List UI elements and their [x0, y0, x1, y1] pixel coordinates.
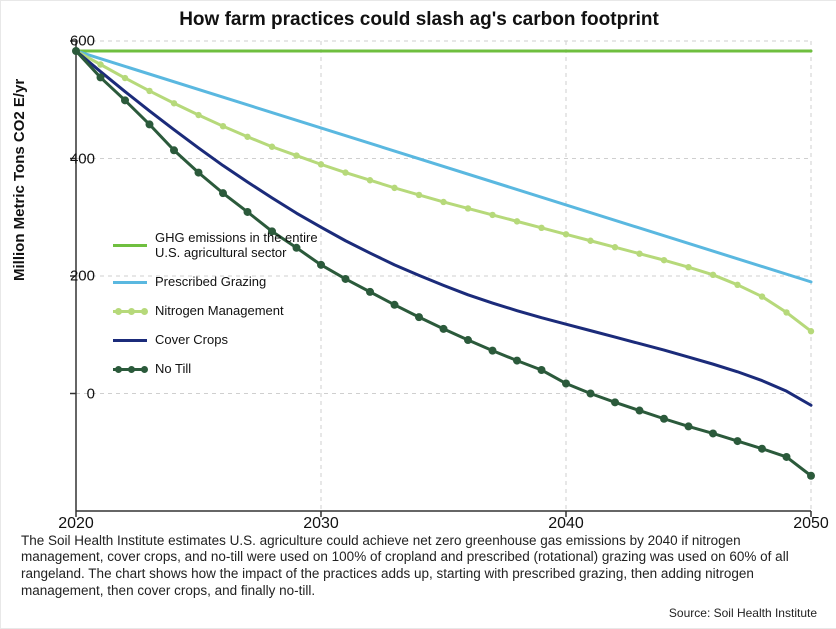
series-marker-no_till: [660, 415, 668, 423]
series-marker-no_till: [146, 120, 154, 128]
legend-label: Prescribed Grazing: [155, 275, 266, 290]
series-marker-no_till: [244, 208, 252, 216]
series-marker-nitrogen_mgmt: [195, 112, 201, 118]
legend-label: Nitrogen Management: [155, 304, 284, 319]
series-marker-nitrogen_mgmt: [587, 238, 593, 244]
series-marker-nitrogen_mgmt: [367, 177, 373, 183]
source-text: Source: Soil Health Institute: [669, 606, 817, 620]
caption-text: The Soil Health Institute estimates U.S.…: [21, 533, 817, 601]
legend-swatch-icon: [113, 310, 147, 313]
series-marker-no_till: [538, 366, 546, 374]
y-tick-label: 200: [55, 268, 95, 285]
legend-item-cover_crops: Cover Crops: [113, 333, 345, 348]
series-marker-no_till: [636, 407, 644, 415]
legend: GHG emissions in the entire U.S. agricul…: [113, 231, 345, 391]
legend-swatch-icon: [113, 281, 147, 284]
legend-label: No Till: [155, 362, 191, 377]
x-tick-label: 2020: [58, 515, 94, 533]
series-marker-nitrogen_mgmt: [563, 231, 569, 237]
series-marker-no_till: [807, 472, 815, 480]
legend-item-prescribed_grazing: Prescribed Grazing: [113, 275, 345, 290]
series-marker-no_till: [97, 73, 105, 81]
legend-item-nitrogen_mgmt: Nitrogen Management: [113, 304, 345, 319]
series-marker-nitrogen_mgmt: [808, 328, 814, 334]
series-marker-nitrogen_mgmt: [612, 244, 618, 250]
chart-title: How farm practices could slash ag's carb…: [1, 9, 836, 31]
legend-item-no_till: No Till: [113, 362, 345, 377]
series-marker-nitrogen_mgmt: [783, 309, 789, 315]
series-marker-no_till: [219, 189, 227, 197]
series-marker-nitrogen_mgmt: [734, 282, 740, 288]
legend-swatch-icon: [113, 244, 147, 247]
series-marker-no_till: [709, 429, 717, 437]
series-marker-no_till: [734, 437, 742, 445]
series-marker-no_till: [758, 445, 766, 453]
x-tick-label: 2050: [793, 515, 829, 533]
y-tick-label: 400: [55, 150, 95, 167]
series-marker-no_till: [587, 390, 595, 398]
legend-swatch-icon: [113, 368, 147, 371]
series-marker-nitrogen_mgmt: [269, 144, 275, 150]
y-tick-label: 600: [55, 33, 95, 50]
series-marker-no_till: [783, 453, 791, 461]
series-marker-nitrogen_mgmt: [122, 75, 128, 81]
legend-item-ghg_baseline: GHG emissions in the entire U.S. agricul…: [113, 231, 345, 261]
series-marker-nitrogen_mgmt: [342, 169, 348, 175]
legend-label: GHG emissions in the entire U.S. agricul…: [155, 231, 345, 261]
series-marker-nitrogen_mgmt: [293, 152, 299, 158]
series-marker-no_till: [464, 336, 472, 344]
series-marker-no_till: [121, 96, 129, 104]
y-axis-label: Million Metric Tons CO2 E/yr: [11, 79, 28, 281]
series-marker-nitrogen_mgmt: [97, 61, 103, 67]
series-marker-nitrogen_mgmt: [538, 225, 544, 231]
series-marker-no_till: [440, 325, 448, 333]
chart-container: { "chart": { "type": "line", "title": "H…: [0, 0, 836, 629]
series-marker-nitrogen_mgmt: [661, 257, 667, 263]
series-marker-no_till: [391, 301, 399, 309]
series-marker-nitrogen_mgmt: [710, 272, 716, 278]
x-tick-label: 2040: [548, 515, 584, 533]
series-marker-nitrogen_mgmt: [685, 264, 691, 270]
x-tick-label: 2030: [303, 515, 339, 533]
series-marker-nitrogen_mgmt: [244, 134, 250, 140]
series-marker-no_till: [415, 313, 423, 321]
series-marker-nitrogen_mgmt: [514, 218, 520, 224]
series-marker-nitrogen_mgmt: [220, 123, 226, 129]
series-marker-nitrogen_mgmt: [759, 293, 765, 299]
series-marker-nitrogen_mgmt: [146, 88, 152, 94]
series-marker-nitrogen_mgmt: [391, 185, 397, 191]
series-marker-nitrogen_mgmt: [440, 199, 446, 205]
series-marker-no_till: [366, 288, 374, 296]
series-marker-no_till: [685, 422, 693, 430]
series-marker-no_till: [513, 357, 521, 365]
legend-label: Cover Crops: [155, 333, 228, 348]
series-marker-nitrogen_mgmt: [636, 250, 642, 256]
series-marker-no_till: [489, 347, 497, 355]
series-marker-no_till: [195, 169, 203, 177]
series-marker-no_till: [611, 398, 619, 406]
series-marker-nitrogen_mgmt: [489, 212, 495, 218]
series-marker-nitrogen_mgmt: [465, 205, 471, 211]
legend-swatch-icon: [113, 339, 147, 342]
series-marker-no_till: [562, 380, 570, 388]
y-tick-label: 0: [55, 385, 95, 402]
series-marker-no_till: [170, 146, 178, 154]
series-marker-nitrogen_mgmt: [416, 192, 422, 198]
series-marker-nitrogen_mgmt: [171, 100, 177, 106]
series-marker-nitrogen_mgmt: [318, 161, 324, 167]
